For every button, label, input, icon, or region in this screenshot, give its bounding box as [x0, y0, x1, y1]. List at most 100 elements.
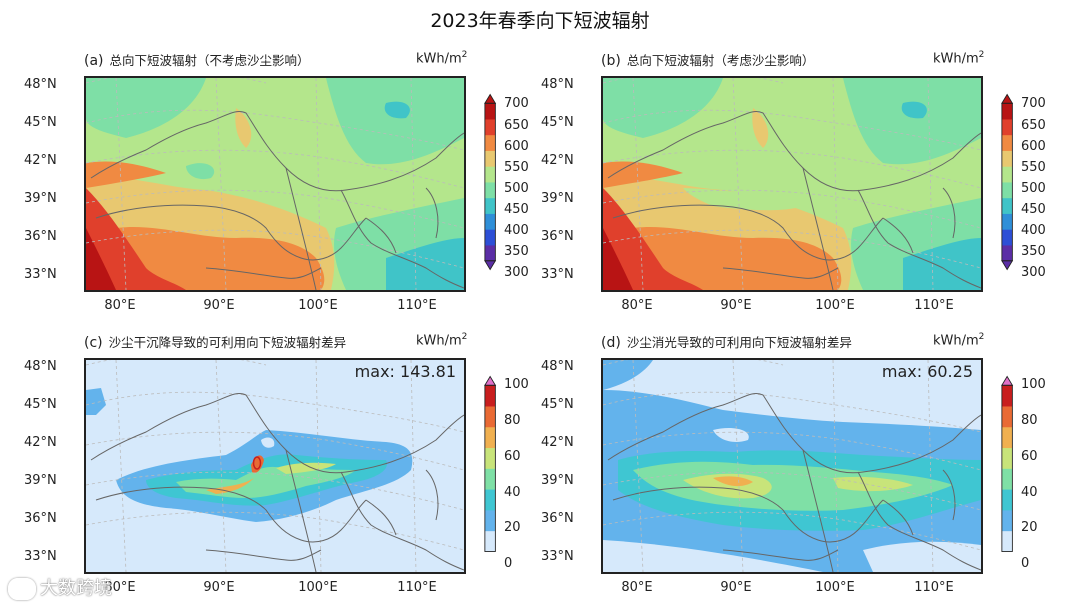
colorbar-segment — [1001, 245, 1013, 262]
colorbar-segment — [484, 213, 496, 230]
colorbar-min-extend — [1001, 260, 1014, 271]
panel-c-cbar-tick: 60 — [504, 449, 521, 464]
panel-a-cbar-tick: 400 — [504, 223, 529, 238]
panel-d-cbar-tick: 80 — [1021, 413, 1038, 428]
panel-c-xtick: 110°E — [397, 580, 437, 595]
colorbar-segment — [484, 385, 496, 407]
colorbar-frame — [1001, 384, 1013, 552]
panel-c-ytick: 33°N — [24, 549, 57, 564]
colorbar-segment — [1001, 447, 1013, 469]
panel-b-cbar-tick: 450 — [1021, 202, 1046, 217]
panel-a-cbar-tick: 600 — [504, 139, 529, 154]
colorbar-segment — [484, 447, 496, 469]
panel-b-cbar-tick: 550 — [1021, 160, 1046, 175]
colorbar-frame — [484, 384, 496, 552]
colorbar-segment — [1001, 166, 1013, 183]
panel-b-ytick: 45°N — [541, 115, 574, 130]
panel-a-colorbar — [484, 93, 497, 271]
panel-a-ytick: 33°N — [24, 267, 57, 282]
panel-d-unit: kWh/m2 — [933, 332, 984, 348]
colorbar-frame — [484, 102, 496, 262]
panel-b-title: 总向下短波辐射（考虑沙尘影响） — [626, 53, 815, 68]
colorbar-segment — [1001, 197, 1013, 214]
panel-d-cbar-tick: 40 — [1021, 485, 1038, 500]
panel-a-xtick: 100°E — [298, 298, 338, 313]
colorbar-max-extend — [1001, 93, 1014, 104]
panel-b-map — [601, 76, 983, 292]
panel-d-unit-text: kWh/m — [933, 333, 979, 349]
panel-d-ytick: 36°N — [541, 511, 574, 526]
panel-c-title: 沙尘干沉降导致的可利用向下短波辐射差异 — [108, 335, 347, 350]
watermark-text: 大数跨境 — [40, 578, 112, 599]
panel-c-unit: kWh/m2 — [416, 332, 467, 348]
panel-c-ytick: 39°N — [24, 473, 57, 488]
panel-d-map-svg — [603, 360, 981, 572]
colorbar-segment — [484, 197, 496, 214]
panel-b-unit: kWh/m2 — [933, 50, 984, 66]
panel-c-label: (c) 沙尘干沉降导致的可利用向下短波辐射差异 — [84, 332, 346, 351]
panel-d-ytick: 33°N — [541, 549, 574, 564]
colorbar-max-extend — [484, 93, 497, 104]
panel-c-cbar-tick: 20 — [504, 520, 521, 535]
panel-a-xtick: 90°E — [203, 298, 235, 313]
panel-b: (b) 总向下短波辐射（考虑沙尘影响） kWh/m2 — [517, 48, 1057, 333]
colorbar-max-extend — [1001, 375, 1014, 386]
panel-c-xtick: 90°E — [203, 580, 235, 595]
panel-d-cbar-tick: 100 — [1021, 377, 1046, 392]
panel-a-title: 总向下短波辐射（不考虑沙尘影响） — [109, 53, 310, 68]
panel-d-cbar-tick: 0 — [1021, 556, 1030, 571]
panel-b-map-svg — [603, 78, 981, 290]
panel-c: (c) 沙尘干沉降导致的可利用向下短波辐射差异 kWh/m2 — [0, 330, 540, 615]
colorbar-segment — [484, 103, 496, 120]
watermark-logo-icon — [8, 578, 36, 600]
panel-b-unit-text: kWh/m — [933, 51, 979, 67]
panel-a: (a) 总向下短波辐射（不考虑沙尘影响） kWh/m2 — [0, 48, 540, 333]
panel-d-xtick: 80°E — [621, 580, 653, 595]
colorbar-segment — [484, 489, 496, 511]
panel-c-max-label: max: 143.81 — [354, 362, 456, 381]
panel-a-map — [84, 76, 466, 292]
panel-a-unit-sup: 2 — [461, 50, 468, 60]
panel-b-ytick: 39°N — [541, 191, 574, 206]
panel-d-xtick: 90°E — [720, 580, 752, 595]
colorbar-segment — [1001, 119, 1013, 136]
panel-a-label: (a) 总向下短波辐射（不考虑沙尘影响） — [84, 50, 310, 69]
panel-d: (d) 沙尘消光导致的可利用向下短波辐射差异 kWh/m2 — [517, 330, 1057, 615]
panel-c-colorbar — [484, 375, 497, 552]
panel-b-ytick: 33°N — [541, 267, 574, 282]
watermark: 大数跨境 — [8, 574, 112, 600]
panel-d-ytick: 48°N — [541, 359, 574, 374]
colorbar-segment — [1001, 385, 1013, 407]
panel-a-ytick: 48°N — [24, 77, 57, 92]
colorbar-segment — [1001, 530, 1013, 552]
panel-a-cbar-tick: 350 — [504, 244, 529, 259]
panel-d-unit-sup: 2 — [978, 332, 985, 342]
colorbar-segment — [484, 426, 496, 449]
colorbar-segment — [1001, 489, 1013, 511]
colorbar-segment — [1001, 150, 1013, 167]
panel-c-xtick: 80°E — [104, 580, 136, 595]
panel-c-map-svg — [86, 360, 464, 572]
colorbar-min-extend — [484, 260, 497, 271]
panel-a-ytick: 42°N — [24, 153, 57, 168]
panel-b-cbar-tick: 600 — [1021, 139, 1046, 154]
panel-b-ytick: 36°N — [541, 229, 574, 244]
panel-b-colorbar — [1001, 93, 1014, 271]
colorbar-segment — [484, 509, 496, 532]
panel-d-label: (d) 沙尘消光导致的可利用向下短波辐射差异 — [601, 332, 852, 351]
panel-c-ytick: 48°N — [24, 359, 57, 374]
colorbar-segment — [1001, 426, 1013, 449]
panel-c-xtick: 100°E — [298, 580, 338, 595]
colorbar-segment — [1001, 134, 1013, 151]
panel-d-tag: (d) — [601, 335, 621, 351]
panel-a-tag: (a) — [84, 53, 104, 69]
panel-d-max-label: max: 60.25 — [881, 362, 973, 381]
panel-a-cbar-tick: 550 — [504, 160, 529, 175]
panel-c-cbar-tick: 40 — [504, 485, 521, 500]
colorbar-segment — [484, 530, 496, 552]
panel-b-label: (b) 总向下短波辐射（考虑沙尘影响） — [601, 50, 814, 69]
colorbar-segment — [484, 406, 496, 428]
colorbar-frame — [1001, 102, 1013, 262]
panel-a-cbar-tick: 650 — [504, 118, 529, 133]
panel-d-cbar-tick: 60 — [1021, 449, 1038, 464]
